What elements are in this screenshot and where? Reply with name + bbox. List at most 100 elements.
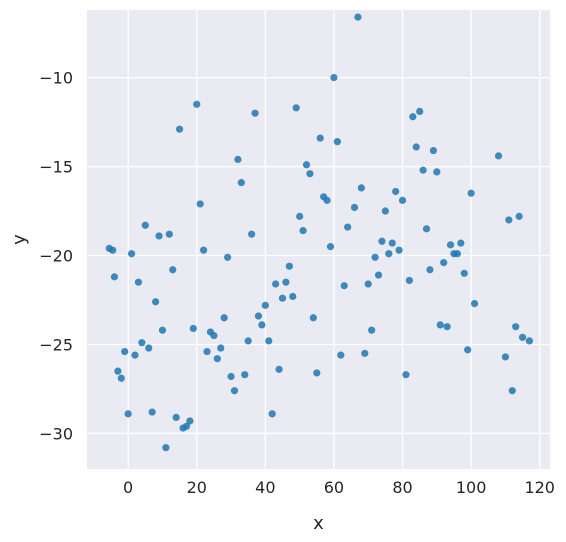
scatter-point — [453, 250, 461, 258]
y-tick-label: −30 — [39, 424, 73, 443]
scatter-point — [217, 344, 225, 352]
scatter-point — [278, 294, 287, 302]
scatter-point — [296, 212, 304, 220]
scatter-point — [131, 351, 139, 359]
x-tick-label: 0 — [123, 478, 133, 497]
scatter-point — [151, 298, 160, 306]
scatter-point — [429, 146, 437, 155]
x-tick-label: 100 — [456, 478, 487, 497]
y-tick-labels: −30 −25 −20 −15 −10 — [39, 69, 73, 444]
y-tick-label: −10 — [39, 69, 73, 88]
scatter-point — [251, 109, 259, 117]
scatter-point — [440, 259, 448, 267]
scatter-point — [261, 301, 269, 309]
scatter-point — [361, 349, 369, 357]
y-axis-label: y — [9, 234, 30, 245]
scatter-point — [371, 253, 379, 261]
scatter-point — [155, 232, 163, 240]
scatter-point — [254, 312, 263, 320]
scatter-point — [398, 196, 407, 204]
scatter-point — [165, 230, 173, 238]
scatter-point — [388, 239, 396, 247]
scatter-point — [210, 331, 218, 340]
scatter-point — [333, 138, 341, 146]
scatter-point — [110, 273, 119, 281]
scatter-point — [134, 278, 143, 286]
y-tick-label: −20 — [39, 247, 73, 266]
scatter-point — [148, 408, 156, 416]
y-tick-label: −25 — [39, 335, 73, 354]
scatter-point — [357, 184, 365, 192]
scatter-point — [292, 104, 300, 112]
scatter-point — [409, 113, 417, 121]
scatter-point — [340, 282, 348, 290]
scatter-point — [244, 337, 252, 345]
scatter-point — [426, 266, 434, 274]
scatter-point — [457, 239, 465, 247]
scatter-point — [494, 152, 503, 160]
scatter-point — [203, 347, 211, 356]
scatter-point — [285, 262, 293, 270]
scatter-point — [200, 246, 208, 254]
scatter-point — [381, 207, 389, 215]
scatter-point — [169, 266, 177, 274]
scatter-point — [436, 321, 444, 329]
scatter-point — [275, 365, 283, 373]
scatter-point — [258, 321, 266, 329]
scatter-point — [446, 241, 455, 249]
x-tick-label: 20 — [187, 478, 207, 497]
scatter-point — [234, 155, 242, 164]
scatter-point — [114, 367, 122, 375]
scatter-point — [405, 276, 413, 285]
x-tick-label: 80 — [392, 478, 412, 497]
scatter-point — [196, 200, 204, 208]
scatter-point — [282, 278, 290, 286]
scatter-point — [460, 269, 468, 277]
scatter-point — [313, 369, 321, 377]
scatter-point — [412, 143, 420, 151]
scatter-point — [385, 250, 393, 258]
scatter-point — [467, 189, 475, 197]
scatter-point — [162, 444, 170, 452]
scatter-point — [124, 410, 132, 418]
scatter-point — [525, 337, 534, 345]
x-tick-label: 120 — [524, 478, 555, 497]
scatter-point — [299, 227, 307, 235]
scatter-point — [241, 371, 249, 379]
scatter-point — [515, 212, 523, 220]
scatter-point — [121, 347, 129, 356]
scatter-point — [368, 326, 376, 334]
scatter-point — [326, 243, 335, 251]
scatter-point — [138, 339, 146, 347]
scatter-point — [402, 371, 410, 379]
scatter-point — [316, 134, 324, 142]
scatter-point — [265, 337, 273, 345]
scatter-point — [416, 107, 424, 116]
scatter-point — [378, 237, 386, 245]
x-tick-label: 40 — [255, 478, 275, 497]
scatter-point — [422, 225, 431, 233]
scatter-point — [248, 230, 256, 238]
y-tick-label: −15 — [39, 158, 73, 177]
scatter-point — [172, 413, 180, 422]
scatter-point — [176, 125, 184, 133]
grid-lines — [87, 10, 550, 469]
scatter-point — [109, 246, 117, 254]
scatter-point — [141, 221, 149, 229]
scatter-point — [224, 253, 232, 261]
scatter-point — [464, 346, 472, 354]
scatter-point — [323, 196, 331, 204]
x-tick-label: 60 — [324, 478, 344, 497]
scatter-point — [289, 292, 297, 301]
scatter-point — [193, 100, 201, 108]
scatter-point — [186, 417, 194, 425]
scatter-point — [419, 166, 427, 174]
scatter-point — [395, 246, 403, 254]
scatter-point — [302, 161, 311, 169]
scatter-point — [158, 326, 167, 334]
scatter-point — [364, 280, 372, 288]
scatter-point — [309, 314, 317, 322]
scatter-point — [213, 355, 221, 363]
scatter-point — [268, 410, 276, 418]
